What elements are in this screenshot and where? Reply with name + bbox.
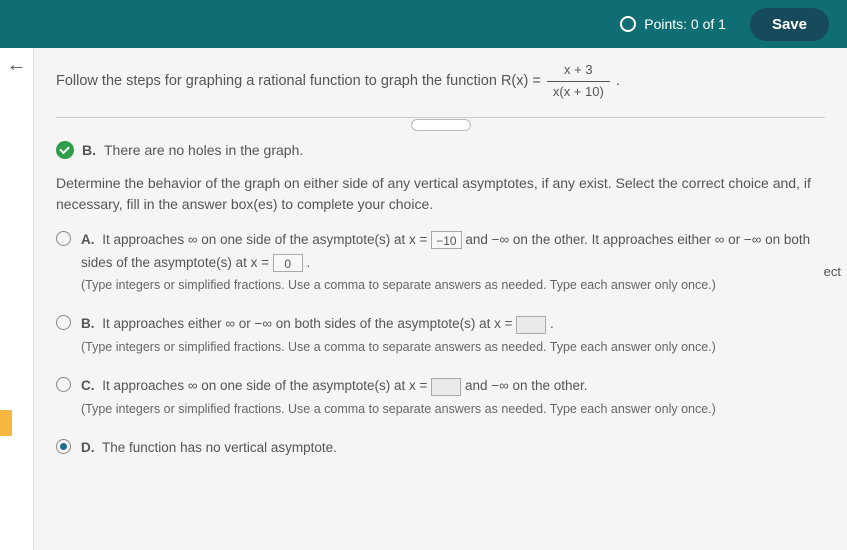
option-b: B. It approaches either ∞ or −∞ on both … xyxy=(56,313,825,359)
option-c-body: C. It approaches ∞ on one side of the as… xyxy=(81,375,825,421)
check-icon xyxy=(56,141,74,159)
fraction-numerator: x + 3 xyxy=(547,60,610,82)
option-a-part1: It approaches ∞ on one side of the asymp… xyxy=(102,232,431,247)
option-c-hint: (Type integers or simplified fractions. … xyxy=(81,402,716,416)
option-b-body: B. It approaches either ∞ or −∞ on both … xyxy=(81,313,825,359)
question-lead: Follow the steps for graphing a rational… xyxy=(56,73,545,89)
radio-a[interactable] xyxy=(56,231,71,246)
option-c-part1: It approaches ∞ on one side of the asymp… xyxy=(102,378,431,393)
fraction: x + 3 x(x + 10) xyxy=(547,60,610,103)
holes-letter: B. xyxy=(82,142,96,158)
fraction-denominator: x(x + 10) xyxy=(547,82,610,103)
instruction-text: Determine the behavior of the graph on e… xyxy=(56,173,825,215)
option-c-input1[interactable] xyxy=(431,378,461,396)
option-a: A. It approaches ∞ on one side of the as… xyxy=(56,229,825,298)
question-tail: . xyxy=(616,73,620,89)
option-a-letter: A. xyxy=(81,232,95,247)
side-marker xyxy=(0,410,12,436)
option-c-letter: C. xyxy=(81,378,95,393)
radio-b[interactable] xyxy=(56,315,71,330)
option-a-hint: (Type integers or simplified fractions. … xyxy=(81,278,716,292)
option-d-text: The function has no vertical asymptote. xyxy=(102,440,337,455)
option-d: D. The function has no vertical asymptot… xyxy=(56,437,825,460)
divider xyxy=(56,117,825,118)
option-d-letter: D. xyxy=(81,440,95,455)
option-b-part1: It approaches either ∞ or −∞ on both sid… xyxy=(102,316,516,331)
save-button[interactable]: Save xyxy=(750,8,829,41)
option-c: C. It approaches ∞ on one side of the as… xyxy=(56,375,825,421)
points-indicator: Points: 0 of 1 xyxy=(620,16,726,32)
option-b-input1[interactable] xyxy=(516,316,546,334)
content-area: Follow the steps for graphing a rational… xyxy=(34,48,847,488)
holes-answer-row: B. There are no holes in the graph. xyxy=(56,141,825,159)
option-a-input1[interactable]: −10 xyxy=(431,231,461,249)
collapse-toggle[interactable] xyxy=(411,119,471,131)
option-a-tail: . xyxy=(306,255,310,270)
back-arrow-icon[interactable]: ← xyxy=(7,54,27,77)
option-b-tail: . xyxy=(550,316,554,331)
points-label: Points: 0 of 1 xyxy=(644,16,726,32)
holes-text: There are no holes in the graph. xyxy=(104,142,303,158)
topbar: Points: 0 of 1 Save xyxy=(0,0,847,48)
radio-c[interactable] xyxy=(56,377,71,392)
question-text: Follow the steps for graphing a rational… xyxy=(56,60,825,103)
option-c-mid: and −∞ on the other. xyxy=(465,378,588,393)
left-rail: ← xyxy=(0,48,34,550)
right-clipped-text: ect xyxy=(824,264,841,279)
option-a-body: A. It approaches ∞ on one side of the as… xyxy=(81,229,825,298)
radio-d[interactable] xyxy=(56,439,71,454)
option-b-hint: (Type integers or simplified fractions. … xyxy=(81,340,716,354)
points-ring-icon xyxy=(620,16,636,32)
option-d-body: D. The function has no vertical asymptot… xyxy=(81,437,825,460)
option-a-input2[interactable]: 0 xyxy=(273,254,303,272)
option-b-letter: B. xyxy=(81,316,95,331)
